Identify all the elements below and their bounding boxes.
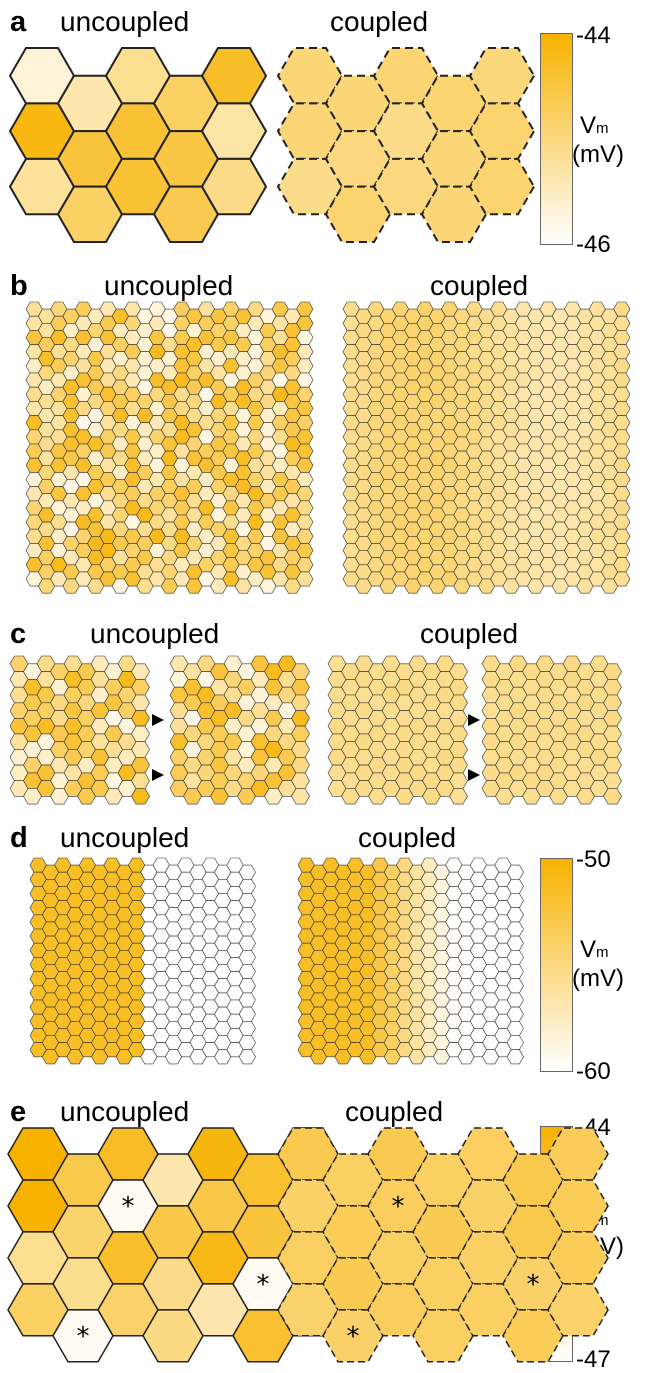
panel-b-uncoupled <box>25 301 314 594</box>
panel-b-letter: b <box>10 270 28 302</box>
hexagon-cell <box>322 1205 384 1259</box>
hexagon-cell <box>131 788 150 805</box>
hexagon-cell <box>468 157 536 216</box>
hexagon-cell <box>603 788 622 805</box>
colorbar-e-min: -47 <box>576 1346 611 1373</box>
panel-d-left-title: uncoupled <box>60 822 190 853</box>
marker-asterisk: * <box>347 1322 360 1352</box>
vm-label: V <box>580 936 597 963</box>
hexagon-cell <box>506 1049 524 1065</box>
panel-c-coupled-1 <box>327 655 468 805</box>
panel-a-letter: a <box>10 6 27 38</box>
marker-asterisk: * <box>122 1192 135 1222</box>
colorbar-a <box>540 33 573 245</box>
colorbar-a-label: Vm (mV) <box>572 112 624 170</box>
arrowhead-icon <box>152 714 164 726</box>
colorbar-d-max: -50 <box>576 846 611 873</box>
hexagon-cell <box>412 1205 474 1259</box>
panel-a-uncoupled <box>8 47 268 243</box>
hexagon-cell <box>547 1127 609 1181</box>
colorbar-d <box>540 858 573 1072</box>
hexagon-cell <box>412 1257 474 1311</box>
hexagon-cell <box>200 157 268 216</box>
panel-d-uncoupled <box>29 857 256 1065</box>
panel-b-right-title: coupled <box>430 270 529 301</box>
colorbar-a-max: -44 <box>576 22 611 49</box>
vm-label: V <box>580 112 597 139</box>
hexagon-cell <box>547 1283 609 1337</box>
colorbar-d-min: -60 <box>576 1058 611 1085</box>
panel-b-coupled <box>342 301 631 594</box>
vm-subscript: m <box>596 944 609 961</box>
panel-d-letter: d <box>10 822 28 854</box>
panel-a-left-title: uncoupled <box>60 6 190 37</box>
hexagon-cell <box>296 571 314 587</box>
vm-subscript: m <box>596 120 609 137</box>
hexagon-cell <box>367 1127 429 1181</box>
hexagon-cell <box>613 571 631 587</box>
marker-asterisk: * <box>527 1270 540 1300</box>
marker-asterisk: * <box>392 1192 405 1222</box>
hexagon-cell <box>547 1231 609 1285</box>
marker-asterisk: * <box>77 1322 90 1352</box>
panel-c-letter: c <box>10 618 27 650</box>
marker-asterisk: * <box>257 1270 270 1300</box>
panel-c-uncoupled-1 <box>9 655 150 805</box>
arrowhead-icon <box>468 714 480 726</box>
arrowhead-icon <box>152 769 164 781</box>
panel-c-left-title: uncoupled <box>90 618 220 649</box>
hexagon-cell <box>457 1127 519 1181</box>
panel-e-letter: e <box>10 1096 27 1128</box>
hexagon-cell <box>449 788 468 805</box>
arrowhead-icon <box>468 769 480 781</box>
panel-c-right-title: coupled <box>420 618 519 649</box>
hexagon-cell <box>502 1257 564 1311</box>
hexagon-cell <box>547 1179 609 1233</box>
panel-c-coupled-2 <box>481 655 622 805</box>
hexagon-cell <box>322 1257 384 1311</box>
panel-c-uncoupled-2 <box>169 655 310 805</box>
panel-a-right-title: coupled <box>330 6 429 37</box>
hexagon-cell <box>277 1127 339 1181</box>
colorbar-d-label: Vm (mV) <box>572 936 624 994</box>
panel-e-right-title: coupled <box>345 1096 444 1127</box>
hexagon-cell <box>367 1231 429 1285</box>
hexagon-cell <box>238 1049 256 1065</box>
panel-b-left-title: uncoupled <box>104 270 234 301</box>
hexagon-cell <box>457 1231 519 1285</box>
panel-a-coupled <box>276 47 536 243</box>
panel-e-left-title: uncoupled <box>60 1096 190 1127</box>
hexagon-cell <box>291 788 310 805</box>
vm-unit: (mV) <box>572 140 624 168</box>
panel-d-right-title: coupled <box>358 822 457 853</box>
panel-e-coupled: * * * <box>277 1127 609 1363</box>
hexagon-cell <box>277 1231 339 1285</box>
hexagon-cell <box>502 1205 564 1259</box>
colorbar-a-min: -46 <box>576 231 611 258</box>
vm-unit: (mV) <box>572 964 624 992</box>
panel-d-coupled <box>297 857 524 1065</box>
